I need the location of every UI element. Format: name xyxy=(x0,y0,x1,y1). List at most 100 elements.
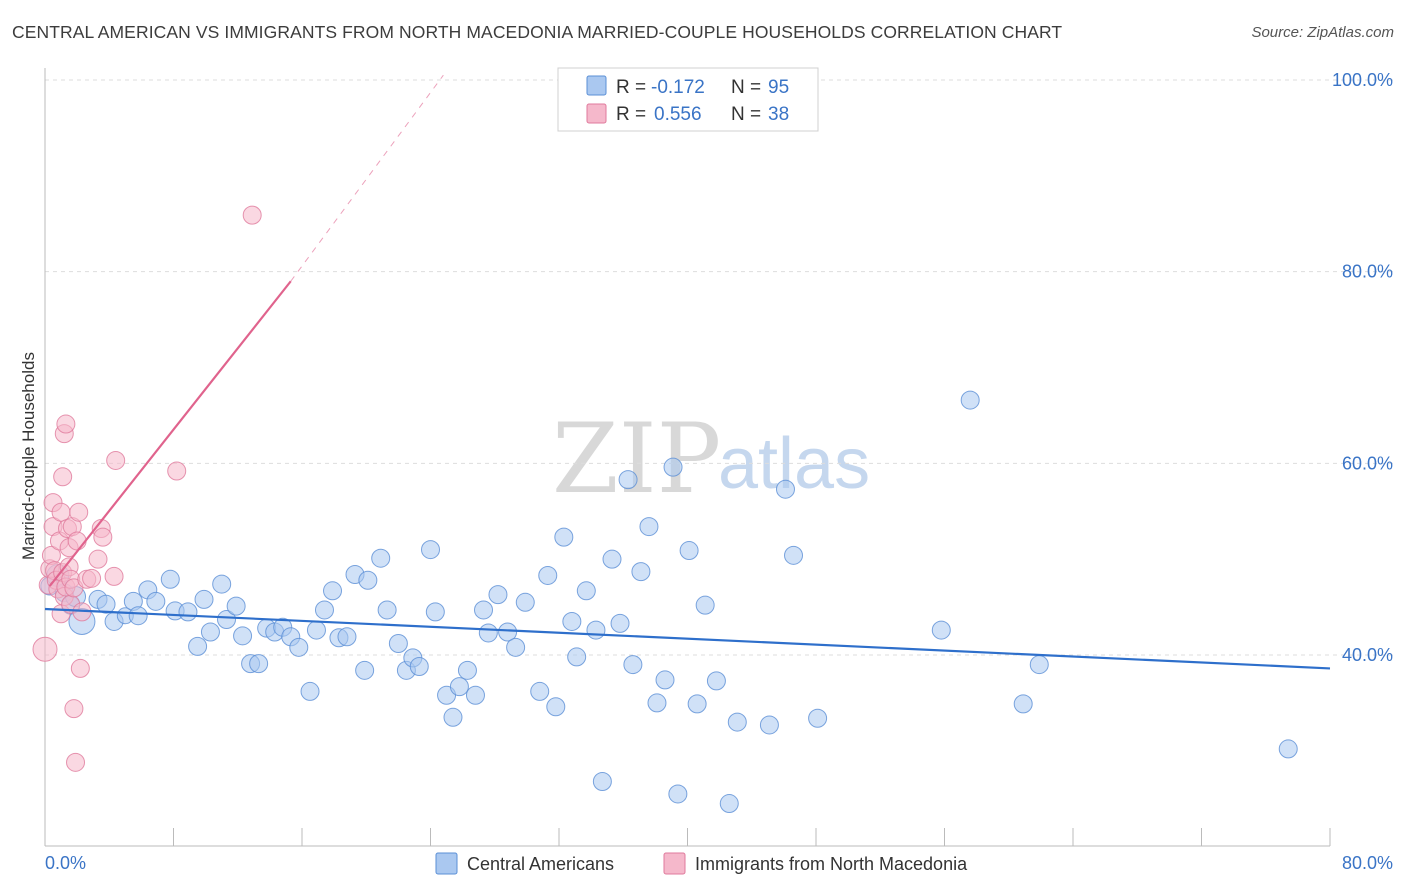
central-american-point-31 xyxy=(300,681,320,701)
legend-r-label-pink: R = xyxy=(616,104,646,125)
central-american-point-54 xyxy=(478,623,498,643)
central-american-point-85 xyxy=(775,479,795,499)
central-american-point-50 xyxy=(449,677,469,697)
central-american-point-16 xyxy=(178,602,198,622)
y-tick-label-80: 80.0% xyxy=(1342,262,1393,282)
legend-swatch-blue xyxy=(586,75,607,96)
central-american-point-71 xyxy=(623,655,643,675)
central-american-point-13 xyxy=(146,591,166,611)
legend-n-label-blue: N = xyxy=(731,77,761,98)
north-macedonia-point-32 xyxy=(82,568,102,588)
central-american-point-67 xyxy=(592,772,612,791)
legend-n-value-pink: 38 xyxy=(768,104,789,125)
central-american-point-47 xyxy=(425,602,445,622)
central-american-point-78 xyxy=(679,541,699,561)
central-american-point-72 xyxy=(631,562,651,582)
y-tick-label-100: 100.0% xyxy=(1332,70,1393,90)
y-axis-label: Married-couple Households xyxy=(19,352,38,560)
central-american-point-60 xyxy=(538,565,558,585)
central-american-point-46 xyxy=(421,540,440,560)
central-american-point-91 xyxy=(1029,655,1049,675)
central-american-point-82 xyxy=(719,794,739,814)
blue-trend-line xyxy=(44,607,1331,670)
bottom-legend: Central Americans Immigrants from North … xyxy=(435,852,968,875)
x-tick-label-max: 80.0% xyxy=(1342,853,1393,873)
central-american-point-79 xyxy=(687,694,707,714)
central-american-point-81 xyxy=(706,671,726,691)
central-american-point-62 xyxy=(554,527,574,547)
central-american-point-45 xyxy=(409,657,429,676)
source-credit: Source: ZipAtlas.com xyxy=(1251,24,1394,41)
central-american-point-36 xyxy=(337,627,357,647)
legend-r-value-blue: -0.172 xyxy=(651,77,705,98)
central-american-point-84 xyxy=(759,715,779,735)
central-american-point-30 xyxy=(289,637,309,657)
north-macedonia-point-27 xyxy=(67,531,87,551)
x-tick-label-min: 0.0% xyxy=(45,853,86,873)
north-macedonia-point-0 xyxy=(32,636,58,662)
legend-n-label-pink: N = xyxy=(731,104,761,125)
central-american-point-33 xyxy=(314,600,334,620)
central-american-point-22 xyxy=(226,596,246,616)
central-american-point-7 xyxy=(96,594,116,614)
central-american-point-87 xyxy=(808,708,828,728)
pink-trend-extension xyxy=(290,74,444,282)
legend-swatch-pink xyxy=(586,103,607,124)
bottom-legend-swatch-blue xyxy=(435,852,458,875)
pink-trend-line xyxy=(48,280,292,587)
central-american-point-69 xyxy=(610,613,630,633)
central-american-point-73 xyxy=(639,517,659,537)
legend: R = -0.172 N = 95 R = 0.556 N = 38 xyxy=(557,67,819,132)
central-american-point-55 xyxy=(488,585,508,605)
central-american-point-17 xyxy=(188,636,208,656)
bottom-legend-label-pink: Immigrants from North Macedonia xyxy=(695,854,968,874)
legend-r-label-blue: R = xyxy=(616,77,646,98)
central-american-point-49 xyxy=(443,707,463,727)
central-american-point-89 xyxy=(960,390,980,410)
bottom-legend-swatch-pink xyxy=(663,852,686,875)
central-american-point-66 xyxy=(586,620,606,640)
central-american-point-76 xyxy=(663,457,683,477)
central-american-point-38 xyxy=(355,660,375,680)
central-american-point-25 xyxy=(249,654,269,674)
central-american-point-14 xyxy=(160,569,180,589)
bottom-legend-label-blue: Central Americans xyxy=(467,854,614,874)
north-macedonia-point-35 xyxy=(93,527,113,547)
y-tick-label-40: 40.0% xyxy=(1342,645,1393,665)
central-american-point-77 xyxy=(668,784,688,804)
trend-lines xyxy=(44,74,1331,670)
central-american-point-61 xyxy=(546,697,566,717)
central-american-point-65 xyxy=(576,581,596,601)
central-american-point-64 xyxy=(567,647,587,667)
central-american-point-52 xyxy=(465,685,485,705)
series-central-americans xyxy=(40,390,1298,814)
north-macedonia-point-28 xyxy=(69,502,89,522)
north-macedonia-point-33 xyxy=(88,549,108,569)
central-american-point-58 xyxy=(515,592,535,612)
chart-title: CENTRAL AMERICAN VS IMMIGRANTS FROM NORT… xyxy=(12,22,1063,42)
central-american-point-23 xyxy=(233,626,253,646)
y-tick-label-60: 60.0% xyxy=(1342,453,1393,473)
central-american-point-11 xyxy=(128,606,148,626)
central-american-point-68 xyxy=(602,549,622,569)
central-american-point-53 xyxy=(474,600,494,620)
central-american-point-83 xyxy=(727,712,747,732)
central-american-point-40 xyxy=(371,548,391,568)
central-american-point-42 xyxy=(388,634,408,653)
central-american-point-32 xyxy=(306,620,326,640)
central-american-point-20 xyxy=(212,574,232,594)
legend-r-value-pink: 0.556 xyxy=(654,104,702,125)
central-american-point-88 xyxy=(931,620,951,640)
gridlines xyxy=(45,79,1393,656)
north-macedonia-point-24 xyxy=(64,699,84,719)
series-north-macedonia xyxy=(32,205,262,772)
central-american-point-34 xyxy=(323,581,343,601)
north-macedonia-point-12 xyxy=(53,467,73,487)
north-macedonia-point-29 xyxy=(70,658,90,678)
central-american-point-57 xyxy=(506,637,526,657)
central-american-point-74 xyxy=(647,693,667,713)
north-macedonia-point-38 xyxy=(167,461,187,481)
north-macedonia-point-26 xyxy=(66,752,86,772)
y-tick-labels: 40.0% 60.0% 80.0% 100.0% xyxy=(1332,70,1393,665)
